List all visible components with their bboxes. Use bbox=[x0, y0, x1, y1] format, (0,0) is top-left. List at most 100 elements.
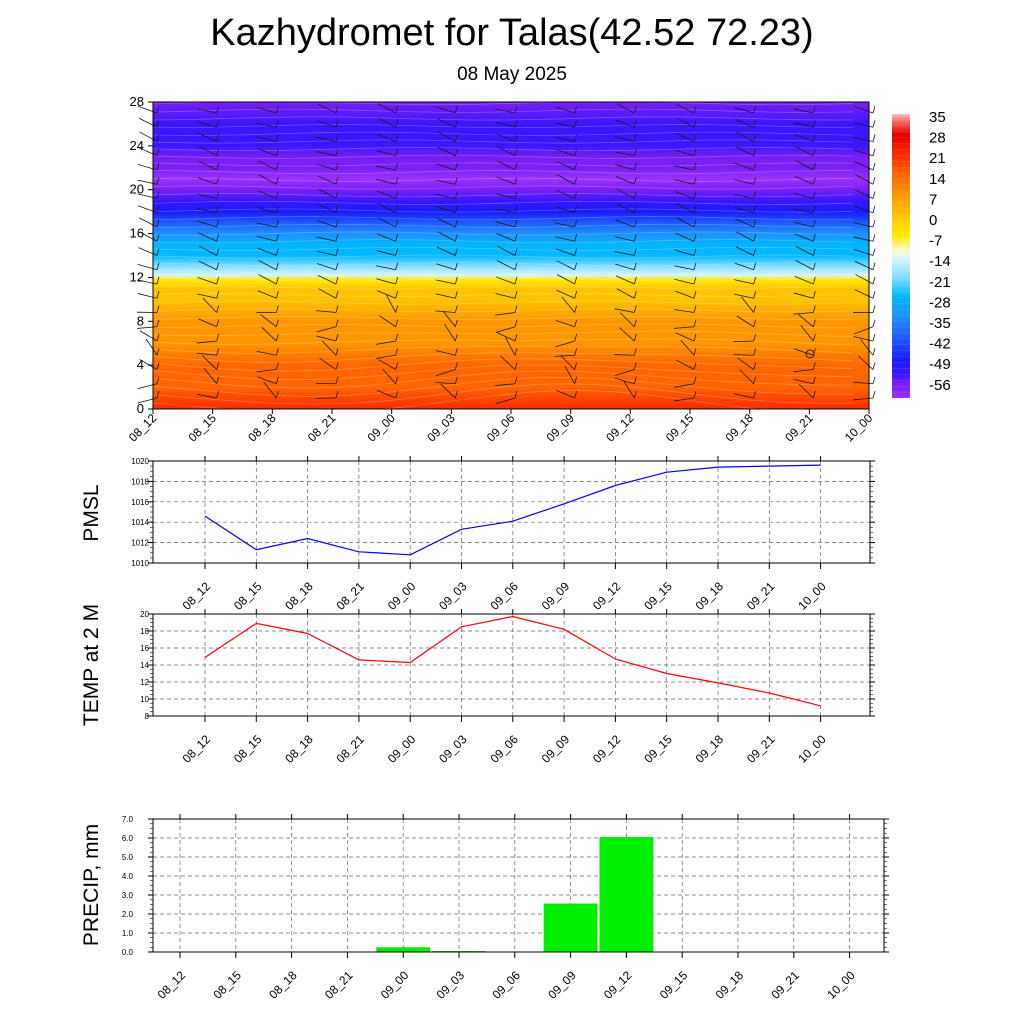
wind-barb-flag bbox=[275, 177, 279, 185]
wind-barb-flag bbox=[156, 134, 160, 142]
contour-line bbox=[152, 338, 854, 346]
wind-barb-flag bbox=[454, 234, 458, 242]
wind-barb bbox=[375, 354, 396, 359]
wind-barb-flag bbox=[514, 376, 518, 384]
wind-barb bbox=[616, 203, 635, 214]
wind-barb bbox=[495, 326, 516, 333]
x-tick-label: 08_12 bbox=[180, 732, 214, 766]
wind-barb-flag bbox=[633, 276, 637, 285]
x-tick-label: 09_15 bbox=[641, 732, 675, 766]
wind-barb bbox=[139, 330, 158, 342]
wind-barb bbox=[555, 319, 575, 328]
wind-barb bbox=[495, 121, 516, 128]
wind-barb-flag bbox=[574, 234, 578, 242]
y-tick-label: 28 bbox=[130, 94, 144, 109]
wind-barb bbox=[797, 313, 814, 328]
y-tick-label: 5.0 bbox=[122, 853, 134, 862]
wind-barb-flag bbox=[693, 148, 697, 156]
wind-barb-flag bbox=[872, 276, 876, 285]
wind-barb-flag bbox=[335, 134, 339, 142]
wind-barb bbox=[377, 390, 396, 399]
wind-barb-flag bbox=[156, 333, 160, 342]
wind-barb-flag bbox=[395, 276, 399, 285]
wind-barb bbox=[800, 325, 814, 342]
wind-barb-flag bbox=[633, 177, 637, 185]
wind-barb bbox=[614, 136, 635, 142]
wind-barb-flag bbox=[156, 234, 160, 242]
wind-barb bbox=[196, 108, 217, 114]
wind-barb-flag bbox=[514, 276, 518, 285]
wind-barb bbox=[675, 203, 695, 214]
wind-barb-flag bbox=[454, 348, 458, 356]
wind-barb bbox=[435, 179, 456, 185]
heatmap-field bbox=[153, 102, 869, 409]
wind-barb-flag bbox=[574, 120, 578, 128]
wind-barb-flag bbox=[514, 234, 518, 242]
y-tick-label: 16 bbox=[140, 644, 149, 653]
wind-barb bbox=[318, 188, 337, 199]
wind-barb-flag bbox=[335, 162, 339, 171]
x-tick-label: 10_00 bbox=[795, 732, 829, 766]
wind-barb-flag bbox=[753, 262, 757, 270]
wind-barb bbox=[138, 247, 158, 256]
wind-barb bbox=[674, 249, 695, 256]
wind-barb-flag bbox=[335, 120, 339, 128]
wind-barb-flag bbox=[753, 234, 757, 242]
wind-barb-flag bbox=[514, 205, 518, 213]
wind-barb-flag bbox=[454, 191, 458, 199]
wind-barb bbox=[202, 355, 217, 370]
wind-barb-flag bbox=[156, 219, 160, 228]
wind-barb-flag bbox=[454, 162, 458, 171]
wind-barb-flag bbox=[156, 376, 160, 384]
wind-barb bbox=[496, 332, 516, 342]
wind-barb-flag bbox=[753, 348, 757, 356]
wind-barb bbox=[376, 190, 396, 199]
wind-barb bbox=[137, 293, 158, 299]
wind-barb-flag bbox=[872, 390, 876, 399]
wind-barb bbox=[616, 288, 635, 299]
wind-barb-flag bbox=[812, 234, 816, 242]
y-tick-label: 8 bbox=[145, 712, 150, 721]
wind-barb-flag bbox=[216, 362, 220, 370]
wind-barb-flag bbox=[693, 276, 697, 285]
wind-barb-flag bbox=[335, 333, 339, 342]
wind-barb bbox=[735, 118, 754, 128]
wind-barb-flag bbox=[156, 177, 160, 185]
wind-barb-flag bbox=[812, 248, 816, 256]
wind-barb bbox=[139, 217, 158, 228]
wind-barb bbox=[378, 359, 396, 370]
wind-barb bbox=[735, 146, 754, 157]
wind-barb bbox=[675, 191, 695, 199]
wind-barb-flag bbox=[275, 205, 279, 213]
wind-barb-flag bbox=[514, 262, 518, 270]
contour-line bbox=[152, 352, 854, 363]
wind-barb-flag bbox=[216, 219, 220, 228]
colorbar-label: -56 bbox=[929, 377, 951, 394]
x-tick-label: 09_00 bbox=[378, 968, 412, 1002]
contour-line bbox=[152, 364, 854, 381]
wind-barb bbox=[735, 218, 754, 228]
wind-barb bbox=[257, 190, 277, 199]
precip-bar bbox=[543, 903, 598, 952]
wind-barb-flag bbox=[514, 134, 518, 142]
wind-barb-flag bbox=[335, 219, 339, 228]
y-tick-label: 12 bbox=[130, 269, 144, 284]
wind-barb bbox=[675, 232, 695, 242]
wind-barb-flag bbox=[812, 105, 816, 114]
wind-barb bbox=[734, 262, 754, 271]
wind-barb bbox=[377, 133, 396, 142]
wind-barb bbox=[854, 161, 874, 171]
wind-barb bbox=[256, 107, 277, 114]
wind-barb bbox=[736, 315, 754, 328]
wind-barb-flag bbox=[872, 376, 876, 384]
wind-barb-flag bbox=[395, 105, 399, 114]
contour-line bbox=[152, 223, 854, 228]
x-tick-label: 09_00 bbox=[365, 411, 399, 445]
wind-barb bbox=[615, 263, 635, 271]
wind-barb-flag bbox=[216, 333, 220, 342]
y-tick-label: 7.0 bbox=[122, 815, 134, 824]
y-axis-label: PRECIP, mm bbox=[80, 824, 103, 946]
wind-barb-flag bbox=[216, 291, 220, 299]
wind-barb-flag bbox=[275, 348, 279, 356]
contour-line bbox=[152, 200, 854, 205]
